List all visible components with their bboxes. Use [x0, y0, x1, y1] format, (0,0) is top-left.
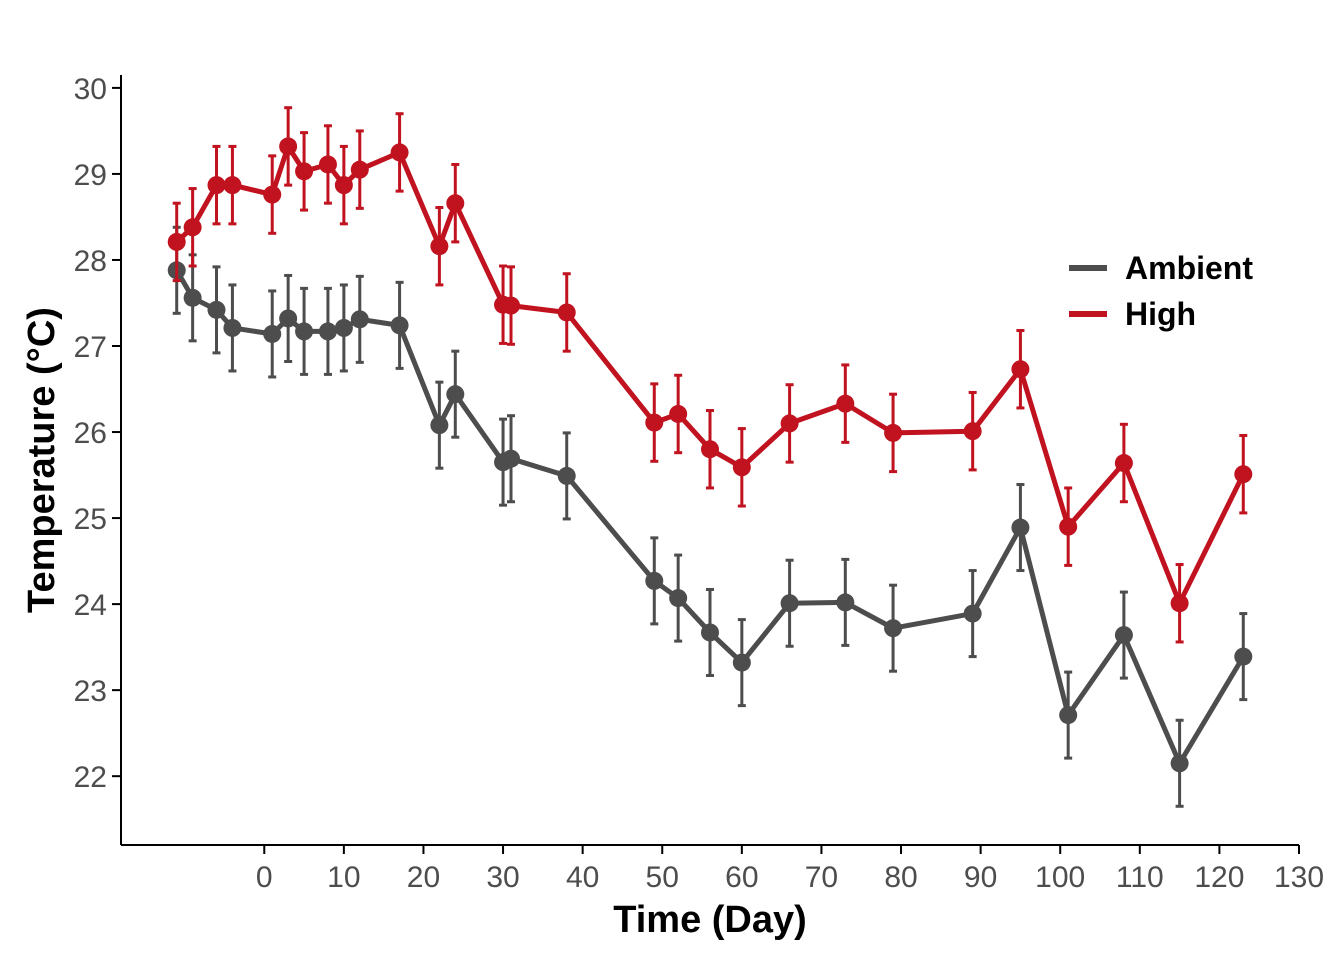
data-point — [223, 318, 242, 337]
data-point — [279, 309, 298, 328]
data-point — [334, 318, 353, 337]
data-point — [167, 232, 186, 251]
data-point — [207, 176, 226, 195]
x-tick-label: 0 — [256, 861, 273, 894]
data-point — [263, 185, 282, 204]
data-point — [207, 300, 226, 319]
x-tick-label: 60 — [725, 861, 758, 894]
series-high — [167, 106, 1253, 644]
data-point — [884, 619, 903, 638]
data-point — [1011, 518, 1030, 537]
data-point — [1011, 360, 1030, 379]
data-point — [502, 296, 521, 315]
x-tick-label: 30 — [486, 861, 519, 894]
data-point — [1114, 454, 1133, 473]
y-tick-label: 27 — [74, 331, 107, 364]
data-point — [963, 604, 982, 623]
data-point — [669, 404, 688, 423]
data-point — [557, 466, 576, 485]
data-point — [963, 422, 982, 441]
series-line — [174, 269, 1246, 766]
x-tick-label: 40 — [566, 861, 599, 894]
data-point — [295, 162, 314, 181]
data-point — [390, 143, 409, 162]
data-point — [1059, 517, 1078, 536]
x-tick-label: 120 — [1194, 861, 1244, 894]
data-point — [446, 385, 465, 404]
data-point — [390, 316, 409, 335]
axes: 0 10 20 30 40 50 60 70 80 90 100 110 120 130 22 23 24 25… — [74, 73, 1324, 894]
y-tick-label: 28 — [74, 245, 107, 278]
data-point — [1059, 706, 1078, 725]
x-axis-ticks: 0 10 20 30 40 50 60 70 80 90 100 110 120 130 — [256, 845, 1324, 894]
x-axis-title: Time (Day) — [613, 899, 807, 941]
legend-label: Ambient — [1125, 250, 1253, 286]
series-ambient — [167, 225, 1253, 808]
x-tick-label: 80 — [884, 861, 917, 894]
y-tick-label: 24 — [74, 589, 107, 622]
data-point — [836, 593, 855, 612]
y-tick-label: 29 — [74, 159, 107, 192]
data-point — [701, 623, 719, 642]
y-tick-label: 30 — [74, 73, 107, 106]
data-point — [350, 160, 369, 179]
x-tick-label: 100 — [1035, 861, 1085, 894]
data-point — [884, 423, 903, 442]
series-line — [175, 143, 1246, 606]
y-tick-label: 22 — [74, 761, 107, 794]
legend: Ambient High — [1069, 250, 1253, 332]
data-point — [430, 237, 449, 256]
data-point — [732, 653, 751, 672]
data-point — [836, 394, 855, 413]
x-tick-label: 70 — [805, 861, 838, 894]
x-tick-label: 130 — [1274, 861, 1324, 894]
data-point — [780, 594, 799, 613]
legend-label: High — [1125, 296, 1196, 332]
x-tick-label: 90 — [964, 861, 997, 894]
data-point — [279, 137, 298, 156]
data-point — [430, 416, 449, 435]
data-point — [223, 176, 242, 195]
x-tick-label: 10 — [327, 861, 360, 894]
data-point — [701, 440, 719, 459]
data-point — [350, 310, 369, 329]
data-point — [334, 176, 353, 195]
y-axis-ticks: 22 23 24 25 26 27 28 29 30 — [74, 73, 121, 794]
data-point — [645, 571, 664, 590]
y-tick-label: 23 — [74, 675, 107, 708]
data-point — [1234, 465, 1253, 484]
y-tick-label: 25 — [74, 503, 107, 536]
x-tick-label: 110 — [1116, 861, 1164, 894]
data-point — [1170, 754, 1189, 773]
data-point — [318, 322, 337, 341]
data-point — [446, 194, 465, 213]
data-point — [669, 589, 688, 608]
data-point — [1170, 594, 1189, 613]
y-tick-label: 26 — [74, 417, 107, 450]
data-point — [318, 155, 337, 174]
data-point — [732, 458, 751, 477]
data-point — [295, 322, 314, 341]
data-point — [502, 449, 521, 468]
data-point — [557, 303, 576, 322]
data-point — [1114, 626, 1133, 645]
data-point — [183, 218, 202, 237]
y-axis-title: Temperature (°C) — [21, 307, 63, 613]
data-point — [183, 288, 202, 307]
data-point — [263, 324, 282, 343]
data-point — [1234, 647, 1253, 666]
data-point — [645, 413, 664, 432]
x-tick-label: 20 — [407, 861, 440, 894]
series-layer — [167, 106, 1253, 808]
data-point — [780, 414, 799, 433]
x-tick-label: 50 — [646, 861, 679, 894]
